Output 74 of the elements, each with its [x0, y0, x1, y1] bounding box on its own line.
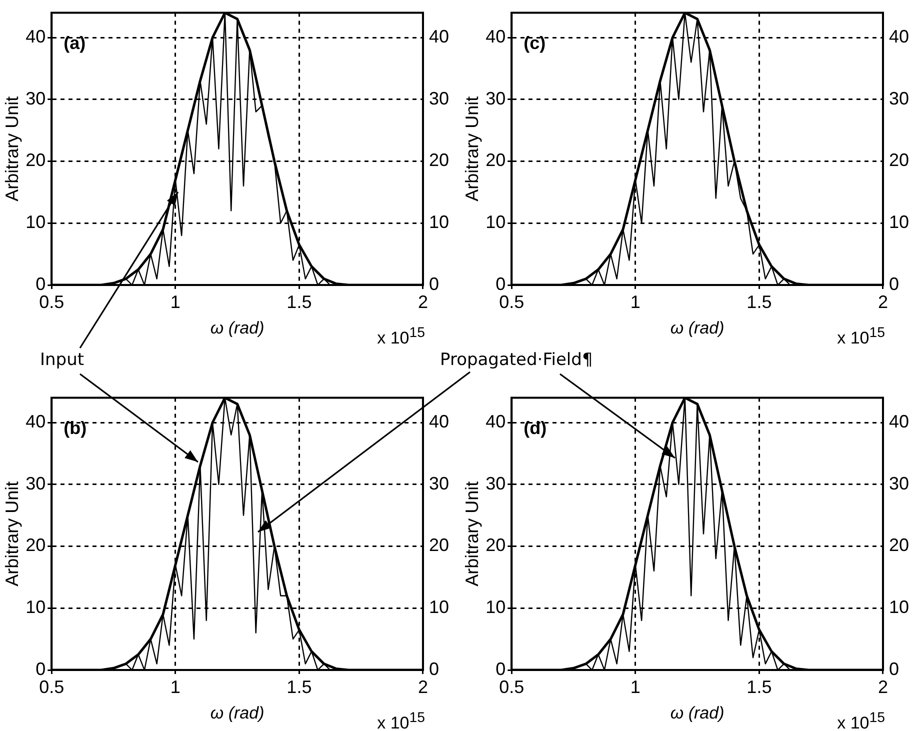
y-tick-label: 30 — [486, 473, 506, 494]
y-tick-label: 0 — [36, 658, 46, 679]
x-axis-title: ω (rad) — [210, 704, 264, 723]
text: x 10$^{15}$ — [837, 325, 885, 349]
y-tick-label: 40 — [486, 412, 506, 432]
y2-tick-label: 30 — [428, 473, 450, 494]
y-tick-label: 10 — [486, 597, 506, 618]
y2-tick-label: 30 — [428, 88, 450, 108]
x-tick-label: 2 — [878, 676, 888, 697]
x-axis-title: ω (rad) — [670, 704, 724, 723]
y2-tick-label: 10 — [428, 212, 450, 232]
text: (a) — [64, 32, 86, 53]
y-tick-label: 30 — [26, 473, 46, 494]
text: x 10$^{15}$ — [377, 710, 425, 731]
x-tick-label: 1 — [630, 676, 640, 697]
y-tick-label: 40 — [26, 412, 46, 432]
y-tick-label: 0 — [496, 658, 506, 679]
x-tick-label: 2 — [878, 292, 888, 312]
x-tick-label: 1.5 — [746, 292, 772, 312]
y-tick-label: 20 — [486, 535, 506, 556]
y-tick-label: 0 — [36, 274, 46, 294]
y-tick-label: 40 — [486, 26, 506, 47]
y2-tick-label: 10 — [888, 597, 910, 618]
x-tick-label: 0.5 — [499, 292, 524, 312]
y2-tick-label: 10 — [888, 212, 910, 232]
text: (d) — [524, 418, 547, 438]
text: x 10$^{15}$ — [377, 325, 425, 349]
y2-tick-label: 30 — [888, 88, 910, 108]
x-tick-label: 1 — [170, 292, 180, 312]
y2-tick-label: 20 — [428, 535, 450, 556]
y2-tick-label: 30 — [888, 473, 910, 494]
x-tick-label: 2 — [418, 676, 428, 697]
x-tick-label: 1 — [170, 676, 180, 697]
y-tick-label: 10 — [26, 212, 46, 232]
y2-tick-label: 40 — [888, 412, 910, 432]
text: x 10$^{15}$ — [837, 710, 885, 731]
y-tick-label: 10 — [26, 597, 46, 618]
y2-tick-label: 20 — [888, 150, 910, 170]
x-tick-label: 0.5 — [39, 676, 64, 697]
x-tick-label: 0.5 — [499, 676, 524, 697]
x-tick-label: 1 — [630, 292, 640, 312]
x-tick-label: 1.5 — [286, 292, 312, 312]
y2-tick-label: 10 — [428, 597, 450, 618]
y-axis-title: Arbitrary Unit — [462, 96, 482, 202]
x-tick-label: 0.5 — [39, 292, 64, 312]
y2-tick-label: 0 — [888, 274, 899, 294]
y-tick-label: 30 — [486, 88, 506, 108]
x-tick-label: 2 — [418, 292, 428, 312]
y2-tick-label: 40 — [428, 26, 450, 47]
y-tick-label: 30 — [26, 88, 46, 108]
y2-tick-label: 0 — [428, 658, 439, 679]
y-axis-title: Arbitrary Unit — [2, 481, 22, 586]
y2-tick-label: 0 — [428, 274, 439, 294]
y2-tick-label: 20 — [888, 535, 910, 556]
y-tick-label: 20 — [26, 535, 46, 556]
y-axis-title: Arbitrary Unit — [462, 481, 482, 586]
text: Input — [40, 350, 84, 370]
y-axis-title: Arbitrary Unit — [2, 96, 22, 202]
y2-tick-label: 0 — [888, 658, 899, 679]
y2-tick-label: 20 — [428, 150, 450, 170]
text: Propagated·Field¶ — [440, 350, 593, 370]
text: (c) — [524, 32, 546, 53]
y-tick-label: 40 — [26, 26, 46, 47]
x-axis-title: ω (rad) — [210, 318, 264, 338]
y-tick-label: 0 — [496, 274, 506, 294]
y2-tick-label: 40 — [428, 412, 450, 432]
y2-tick-label: 40 — [888, 26, 910, 47]
x-tick-label: 1.5 — [746, 676, 772, 697]
y-tick-label: 20 — [26, 150, 46, 170]
y-tick-label: 20 — [486, 150, 506, 170]
text: (b) — [64, 418, 87, 438]
x-axis-title: ω (rad) — [670, 318, 724, 338]
y-tick-label: 10 — [486, 212, 506, 232]
x-tick-label: 1.5 — [286, 676, 312, 697]
